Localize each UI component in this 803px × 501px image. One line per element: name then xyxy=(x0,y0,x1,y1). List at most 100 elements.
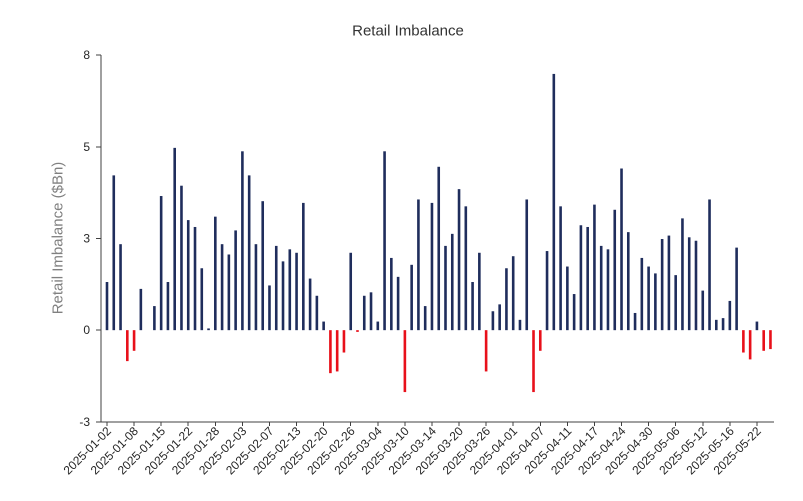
bar xyxy=(728,300,732,331)
bar xyxy=(599,245,603,331)
bar xyxy=(525,199,529,331)
bar xyxy=(390,257,393,331)
bar xyxy=(762,330,765,351)
bar xyxy=(640,257,644,331)
bar xyxy=(173,147,176,331)
bar xyxy=(159,196,163,331)
y-tick-label: 5 xyxy=(83,140,90,154)
bar xyxy=(214,216,217,331)
bar xyxy=(335,330,339,372)
bar xyxy=(356,330,359,332)
bar xyxy=(450,233,454,331)
bar xyxy=(708,199,711,331)
bar xyxy=(200,268,204,331)
bar xyxy=(484,330,488,372)
bar xyxy=(748,330,752,360)
bar xyxy=(593,204,596,331)
bar xyxy=(349,252,353,331)
bar xyxy=(674,275,677,331)
bar xyxy=(322,321,325,331)
bar xyxy=(579,225,583,331)
bar xyxy=(153,306,156,331)
bar xyxy=(193,226,197,331)
bar xyxy=(647,266,650,331)
bar xyxy=(105,282,109,331)
bar xyxy=(220,244,224,331)
bar xyxy=(112,175,116,331)
bar xyxy=(315,295,319,331)
bar xyxy=(742,330,745,353)
bar xyxy=(261,201,265,331)
bar xyxy=(274,245,278,331)
bar xyxy=(410,264,413,331)
bar xyxy=(126,330,129,362)
bar xyxy=(403,330,407,393)
bar xyxy=(241,151,244,331)
bar xyxy=(626,232,630,331)
chart-title: Retail Imbalance xyxy=(352,23,464,40)
bar xyxy=(660,239,664,331)
bar xyxy=(234,230,237,331)
bar xyxy=(586,226,589,331)
bar xyxy=(491,311,495,331)
bar xyxy=(437,166,441,331)
y-tick-label: 8 xyxy=(83,48,90,62)
bar xyxy=(559,206,562,331)
bar xyxy=(538,330,542,351)
bar xyxy=(430,202,434,331)
bar xyxy=(166,282,170,331)
bar xyxy=(268,285,271,331)
bar xyxy=(457,189,461,331)
bar xyxy=(396,276,400,331)
bar xyxy=(186,220,190,331)
bar xyxy=(654,273,657,331)
bar xyxy=(342,330,346,353)
y-tick-label: -3 xyxy=(79,415,90,429)
bar xyxy=(308,278,312,331)
bar xyxy=(302,202,305,331)
bar xyxy=(423,306,427,331)
bar xyxy=(369,292,373,331)
y-axis-ticks: 8 5 3 0 -3 xyxy=(79,48,101,429)
bar xyxy=(295,252,298,331)
bar xyxy=(511,256,515,331)
bar xyxy=(227,254,231,331)
bar xyxy=(247,175,251,331)
bar xyxy=(383,151,386,331)
bar xyxy=(119,244,122,331)
bar xyxy=(505,268,508,331)
bar xyxy=(132,330,136,351)
bar xyxy=(566,266,569,331)
bar xyxy=(667,235,671,331)
bar xyxy=(518,319,522,331)
bar xyxy=(139,288,143,331)
bar xyxy=(755,321,759,331)
bar xyxy=(681,218,684,331)
bar xyxy=(254,244,258,331)
bar xyxy=(701,290,705,331)
bar xyxy=(180,185,183,331)
y-tick-label: 0 xyxy=(83,323,90,337)
bar xyxy=(552,73,556,331)
bar xyxy=(464,206,468,331)
bar xyxy=(687,237,691,331)
bars-group xyxy=(105,73,772,393)
bar xyxy=(545,251,549,331)
bar xyxy=(471,282,474,331)
bar xyxy=(281,261,285,331)
y-axis-label: Retail Imbalance ($Bn) xyxy=(50,162,67,315)
bar xyxy=(417,199,420,331)
bar xyxy=(694,240,698,331)
bar xyxy=(633,312,637,331)
bar xyxy=(620,168,623,331)
bar xyxy=(735,247,738,331)
bar xyxy=(606,249,610,331)
y-tick-label: 3 xyxy=(83,231,90,245)
bar xyxy=(288,249,292,331)
bar xyxy=(572,294,576,331)
bar xyxy=(498,304,501,331)
bar xyxy=(532,330,535,393)
bar xyxy=(329,330,332,374)
bar xyxy=(207,328,210,331)
